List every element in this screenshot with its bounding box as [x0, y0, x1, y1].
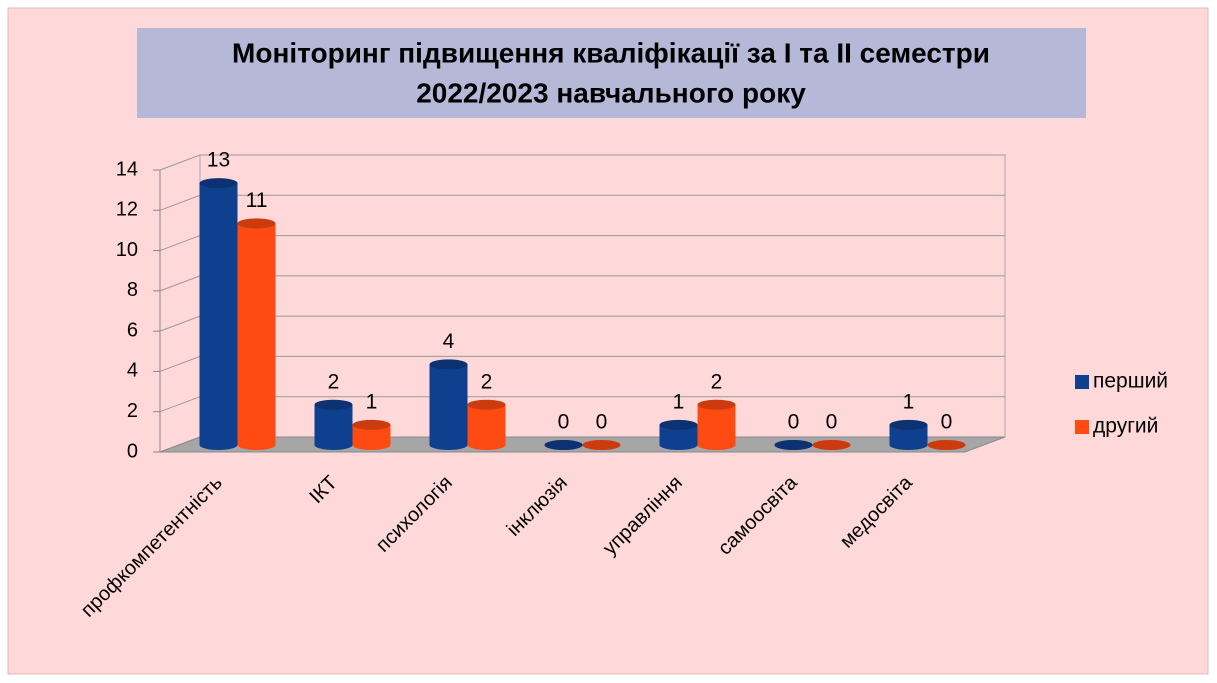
data-label: 2 [481, 370, 493, 393]
data-label: 0 [788, 411, 800, 434]
bar [889, 419, 928, 450]
y-tick-label: 6 [127, 319, 138, 341]
bar-top [314, 399, 353, 410]
bar-top [429, 359, 468, 370]
bar-top [544, 440, 583, 450]
bar [352, 419, 391, 450]
bar-bottom [697, 440, 736, 450]
bar-bottom [889, 440, 928, 450]
bar [467, 399, 506, 450]
bar-top [697, 399, 736, 410]
data-label: 0 [596, 411, 608, 434]
bar-top [889, 419, 928, 430]
data-label: 1 [673, 390, 685, 413]
bar-bottom [237, 440, 276, 450]
bar [544, 440, 583, 450]
bar-body [889, 424, 928, 445]
bar-body [199, 183, 238, 445]
bar-top [927, 440, 966, 450]
data-label: 2 [328, 370, 340, 393]
floor [159, 436, 1006, 453]
bar [927, 440, 966, 450]
bar [582, 440, 621, 450]
bar-bottom [314, 440, 353, 450]
bar-top [659, 419, 698, 430]
bar-bottom [659, 440, 698, 450]
data-label: 0 [826, 411, 838, 434]
grid-line [159, 154, 1005, 171]
y-tick-label: 0 [127, 440, 138, 462]
bar-top [237, 218, 276, 229]
bar [812, 440, 851, 450]
data-label: 1 [903, 390, 915, 413]
legend-label: перший [1093, 370, 1168, 393]
bar-top [812, 440, 851, 450]
bar-body [429, 364, 468, 445]
bar-body [352, 424, 391, 445]
data-label: 13 [207, 149, 230, 172]
chart-title: 2022/2023 навчального року [416, 77, 806, 108]
bar-body [237, 223, 276, 445]
legend-swatch [1075, 375, 1089, 389]
y-tick-label: 12 [116, 199, 138, 221]
bar [429, 359, 468, 450]
bar-bottom [352, 440, 391, 450]
bar-top [467, 399, 506, 410]
bar [774, 440, 813, 450]
data-label: 0 [558, 411, 570, 434]
bar-body [467, 404, 506, 445]
y-tick-label: 10 [116, 239, 138, 261]
bar [199, 178, 238, 450]
bar-bottom [429, 440, 468, 450]
data-label: 1 [366, 390, 378, 413]
y-tick-label: 4 [127, 360, 138, 382]
data-label: 4 [443, 330, 455, 353]
y-tick-label: 14 [116, 158, 138, 180]
data-label: 0 [941, 411, 953, 434]
bar-top [774, 440, 813, 450]
bar-body [697, 404, 736, 445]
bar-bottom [467, 440, 506, 450]
bar-top [199, 178, 238, 189]
bar [697, 399, 736, 450]
data-label: 2 [711, 370, 723, 393]
bar-top [582, 440, 621, 450]
y-tick-label: 8 [127, 279, 138, 301]
title-box [137, 28, 1086, 118]
bar-bottom [199, 440, 238, 450]
bar-body [314, 404, 353, 445]
bar-body [659, 424, 698, 445]
bar-top [352, 419, 391, 430]
bar [659, 419, 698, 450]
data-label: 11 [246, 189, 268, 212]
legend-label: другий [1093, 415, 1158, 438]
bar [314, 399, 353, 450]
y-tick-label: 2 [127, 400, 138, 422]
chart-title: Моніторинг підвищення кваліфікації за І … [232, 37, 990, 68]
bar [237, 218, 276, 450]
legend-swatch [1075, 420, 1089, 434]
